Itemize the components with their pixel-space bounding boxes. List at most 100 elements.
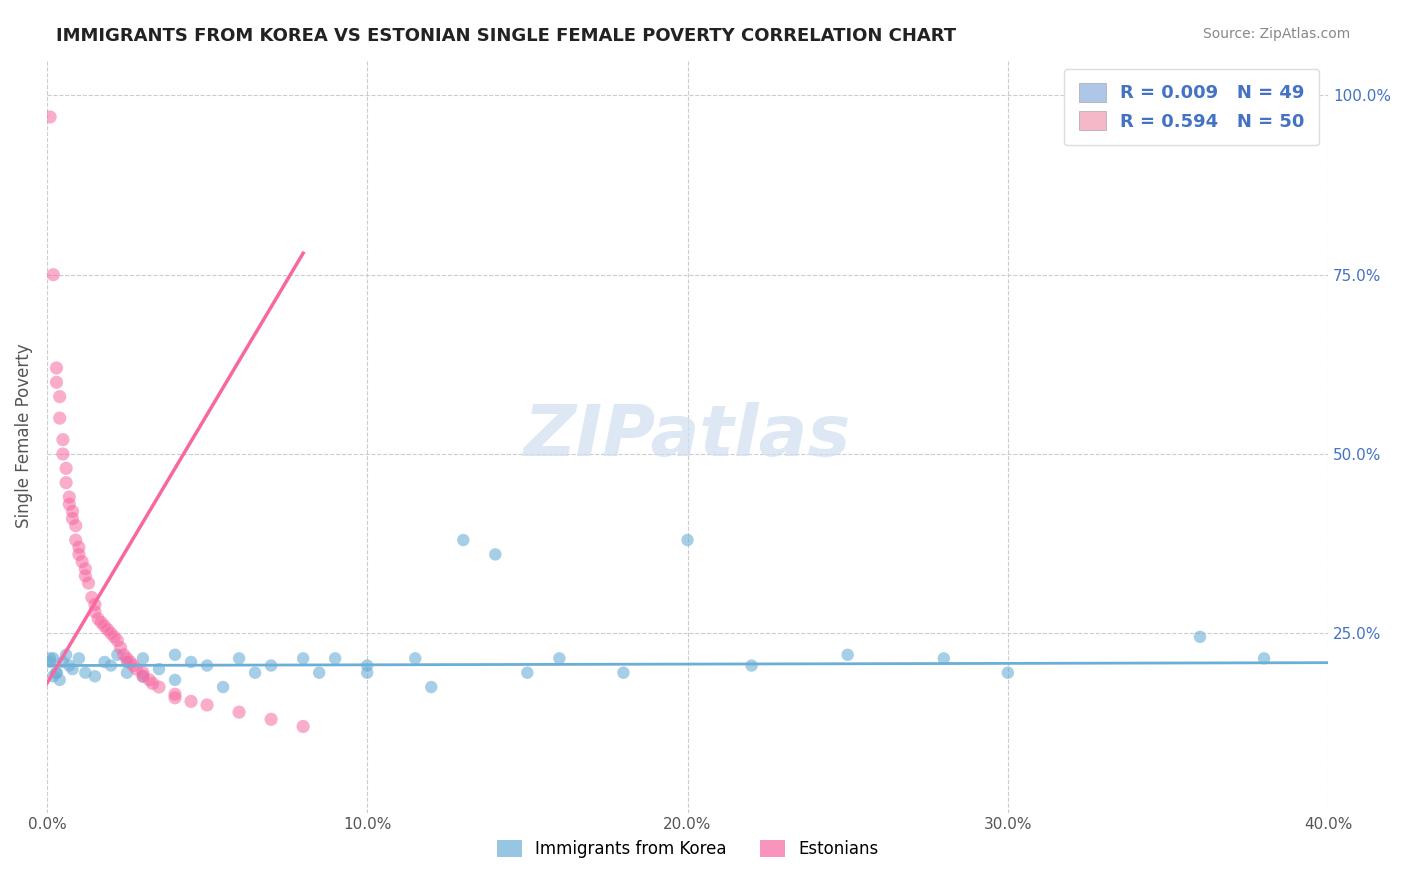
Point xyxy=(163,687,186,701)
Point xyxy=(110,640,132,655)
Point xyxy=(356,665,378,680)
Point xyxy=(52,433,75,447)
Point xyxy=(484,548,506,562)
Point xyxy=(100,626,122,640)
Point xyxy=(120,655,142,669)
Point xyxy=(42,651,65,665)
Point xyxy=(45,360,67,375)
Point xyxy=(67,540,90,554)
Point xyxy=(67,548,90,562)
Point xyxy=(70,555,93,569)
Point xyxy=(115,651,138,665)
Point xyxy=(42,268,65,282)
Point xyxy=(84,598,107,612)
Point xyxy=(132,651,155,665)
Point xyxy=(80,591,103,605)
Point xyxy=(404,651,426,665)
Point xyxy=(260,658,283,673)
Point xyxy=(741,658,763,673)
Point xyxy=(115,655,138,669)
Point xyxy=(132,669,155,683)
Point xyxy=(48,673,70,687)
Point xyxy=(180,694,202,708)
Point xyxy=(163,648,186,662)
Point xyxy=(84,605,107,619)
Point xyxy=(132,669,155,683)
Point xyxy=(93,619,115,633)
Point xyxy=(77,576,100,591)
Point xyxy=(112,648,135,662)
Point xyxy=(195,698,218,712)
Point xyxy=(75,569,97,583)
Point xyxy=(84,669,107,683)
Point xyxy=(142,676,165,690)
Point xyxy=(58,658,80,673)
Point xyxy=(148,662,170,676)
Point xyxy=(138,673,160,687)
Point xyxy=(148,680,170,694)
Point xyxy=(67,651,90,665)
Point xyxy=(115,665,138,680)
Point xyxy=(75,562,97,576)
Text: Source: ZipAtlas.com: Source: ZipAtlas.com xyxy=(1202,27,1350,41)
Point xyxy=(93,655,115,669)
Point xyxy=(45,665,67,680)
Point xyxy=(90,615,112,630)
Point xyxy=(45,665,67,680)
Point xyxy=(163,673,186,687)
Point xyxy=(323,651,346,665)
Point xyxy=(58,497,80,511)
Point xyxy=(516,665,538,680)
Point xyxy=(87,612,110,626)
Point xyxy=(1253,651,1275,665)
Point xyxy=(612,665,634,680)
Point xyxy=(260,712,283,726)
Point xyxy=(48,390,70,404)
Point xyxy=(676,533,699,547)
Point xyxy=(122,658,145,673)
Point xyxy=(42,669,65,683)
Point xyxy=(97,623,120,637)
Point xyxy=(548,651,571,665)
Point xyxy=(39,110,62,124)
Point xyxy=(125,662,148,676)
Point xyxy=(62,511,84,525)
Point xyxy=(39,655,62,669)
Point xyxy=(103,630,125,644)
Legend: R = 0.009   N = 49, R = 0.594   N = 50: R = 0.009 N = 49, R = 0.594 N = 50 xyxy=(1064,69,1319,145)
Point xyxy=(212,680,235,694)
Point xyxy=(65,518,87,533)
Point xyxy=(105,648,128,662)
Point xyxy=(39,651,62,665)
Point xyxy=(75,665,97,680)
Point xyxy=(228,651,250,665)
Point xyxy=(292,719,315,733)
Point xyxy=(55,648,77,662)
Point xyxy=(62,504,84,518)
Point xyxy=(997,665,1019,680)
Point xyxy=(65,533,87,547)
Point xyxy=(132,665,155,680)
Point xyxy=(180,655,202,669)
Point xyxy=(420,680,443,694)
Point xyxy=(195,658,218,673)
Text: ZIPatlas: ZIPatlas xyxy=(524,401,851,471)
Point xyxy=(55,475,77,490)
Point xyxy=(100,658,122,673)
Point xyxy=(1188,630,1211,644)
Point xyxy=(62,662,84,676)
Point xyxy=(55,461,77,475)
Point xyxy=(243,665,266,680)
Point xyxy=(45,376,67,390)
Point xyxy=(163,690,186,705)
Point xyxy=(837,648,859,662)
Point xyxy=(105,633,128,648)
Point xyxy=(932,651,955,665)
Point xyxy=(356,658,378,673)
Y-axis label: Single Female Poverty: Single Female Poverty xyxy=(15,343,32,528)
Point xyxy=(228,705,250,719)
Point xyxy=(292,651,315,665)
Point xyxy=(58,490,80,504)
Point xyxy=(52,447,75,461)
Point xyxy=(48,411,70,425)
